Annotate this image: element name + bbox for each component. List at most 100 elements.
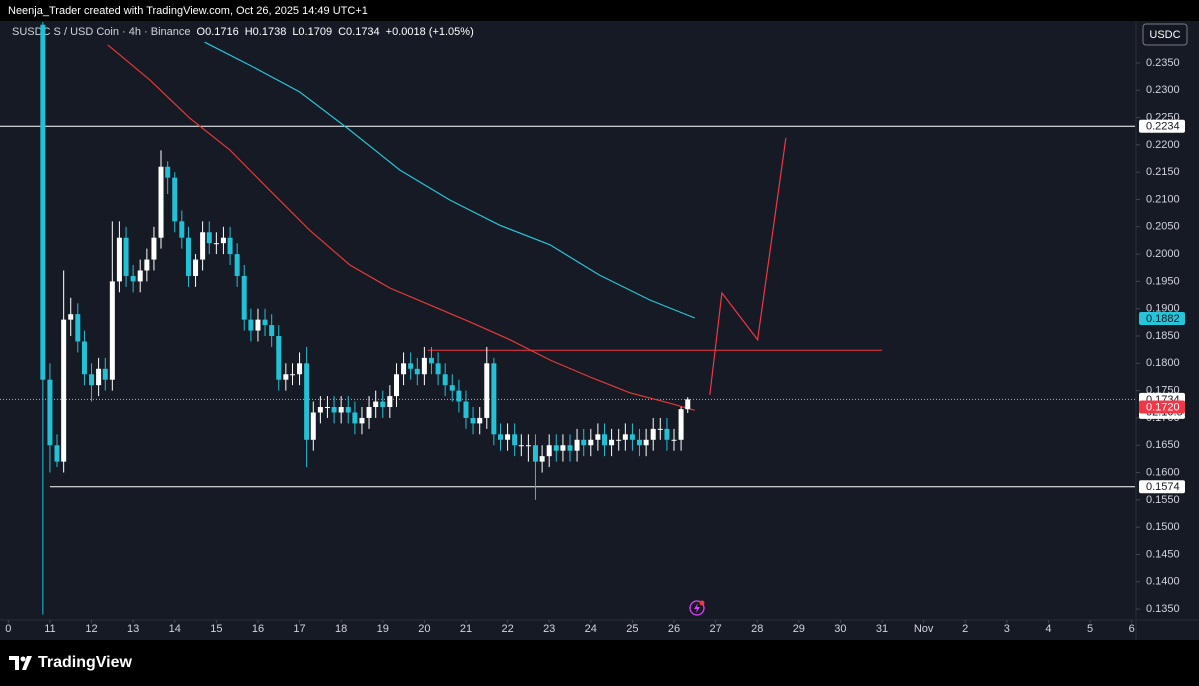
candle-body (477, 417, 483, 424)
candle-body (116, 237, 122, 282)
candle-body (518, 445, 524, 447)
candle-body (40, 24, 46, 380)
x-tick-label: 4 (1045, 623, 1051, 635)
x-tick-label: 23 (543, 623, 555, 635)
candle-body (234, 254, 240, 276)
candle-body (206, 232, 212, 244)
candle-body (442, 374, 448, 386)
candle-body (546, 445, 552, 457)
candle-body (165, 166, 171, 178)
candle-body (428, 357, 434, 364)
x-tick-label: 5 (1087, 623, 1093, 635)
price-tag-label: 0.1574 (1146, 481, 1180, 493)
candle-body (484, 363, 490, 418)
y-tick-label: 0.1600 (1146, 466, 1180, 478)
price-tag (1139, 119, 1185, 133)
x-tick-label: 15 (210, 623, 222, 635)
legend-value: O0.1716 (197, 26, 239, 38)
candle-body (109, 281, 115, 380)
candle-body (560, 445, 566, 451)
price-tag-label: 0.1720 (1146, 401, 1180, 413)
overlay-line (107, 44, 695, 411)
candle-body (671, 439, 677, 441)
candle-body (289, 374, 295, 376)
currency-label[interactable]: USDC (1149, 29, 1180, 41)
legend: SUSDC S / USD Coin · 4h · Binance O0.1716… (12, 26, 474, 38)
candle-body (262, 319, 268, 326)
legend-value: +0.0018 (+1.05%) (386, 26, 474, 38)
candle-body (151, 237, 157, 260)
y-tick-label: 0.2200 (1146, 139, 1180, 151)
candle-body (629, 434, 635, 440)
plot (0, 22, 1135, 615)
candle-body (470, 417, 476, 424)
price-tag (1139, 480, 1185, 494)
candle-body (595, 434, 601, 440)
x-tick-label: 22 (501, 623, 513, 635)
candle-body (123, 237, 129, 276)
candle-body (491, 363, 497, 435)
candle-body (172, 177, 178, 222)
candle-body (463, 401, 469, 418)
x-tick-label: 14 (169, 623, 181, 635)
y-tick-label: 0.1450 (1146, 548, 1180, 560)
candle-body (609, 439, 615, 446)
alert-icon (689, 600, 705, 616)
candle-body (650, 428, 656, 440)
x-tick-label: 16 (252, 623, 264, 635)
candle-body (581, 439, 587, 446)
candle-body (89, 374, 95, 386)
x-tick-label: 29 (793, 623, 805, 635)
x-tick-label: 20 (418, 623, 430, 635)
legend-value: C0.1734 (338, 26, 380, 38)
x-tick-label: 12 (85, 623, 97, 635)
x-tick-label: 18 (335, 623, 347, 635)
x-tick-label: 21 (460, 623, 472, 635)
candle-body (678, 409, 684, 440)
candle-body (539, 456, 545, 462)
candle-body (331, 407, 337, 413)
candle-body (532, 445, 538, 462)
candle-body (185, 237, 191, 276)
y-tick-label: 0.1550 (1146, 494, 1180, 506)
price-tag-label: 0.1882 (1146, 313, 1180, 325)
candle-body (54, 445, 60, 462)
x-tick-label: 27 (709, 623, 721, 635)
candle-body (373, 401, 379, 408)
x-tick-label: 25 (626, 623, 638, 635)
candle-body (567, 445, 573, 451)
candle-body (512, 434, 518, 446)
price-tag (1139, 400, 1185, 414)
x-tick-label: 17 (293, 623, 305, 635)
candle-body (102, 368, 108, 380)
candle-body (220, 237, 226, 244)
candle-body (130, 275, 136, 282)
candle-body (304, 363, 310, 440)
candle-body (525, 445, 531, 447)
candle-body (588, 439, 594, 446)
candle-body (414, 368, 420, 375)
brand-name: TradingView (38, 654, 133, 671)
x-tick-label: 3 (1004, 623, 1010, 635)
x-tick-label: 28 (751, 623, 763, 635)
x-tick-label: 6 (1129, 623, 1135, 635)
x-tick-label: 26 (668, 623, 680, 635)
x-tick-label: 31 (876, 623, 888, 635)
price-tag-label: 0.2234 (1146, 121, 1180, 133)
candle-body (283, 374, 289, 380)
y-tick-label: 0.2350 (1146, 57, 1180, 69)
y-tick-label: 0.2050 (1146, 221, 1180, 233)
candle-body (213, 243, 219, 245)
candle-body (241, 275, 247, 320)
candle-body (602, 434, 608, 446)
y-tick-label: 0.1650 (1146, 439, 1180, 451)
candle-body (255, 319, 261, 331)
currency-button[interactable] (1142, 23, 1188, 46)
price-tag (1139, 312, 1185, 326)
brand-logo (9, 656, 32, 670)
candle-body (449, 385, 455, 391)
candle-body (317, 407, 323, 413)
y-tick-label: 0.1800 (1146, 357, 1180, 369)
x-tick-label: 2 (962, 623, 968, 635)
candle-body (276, 336, 282, 380)
